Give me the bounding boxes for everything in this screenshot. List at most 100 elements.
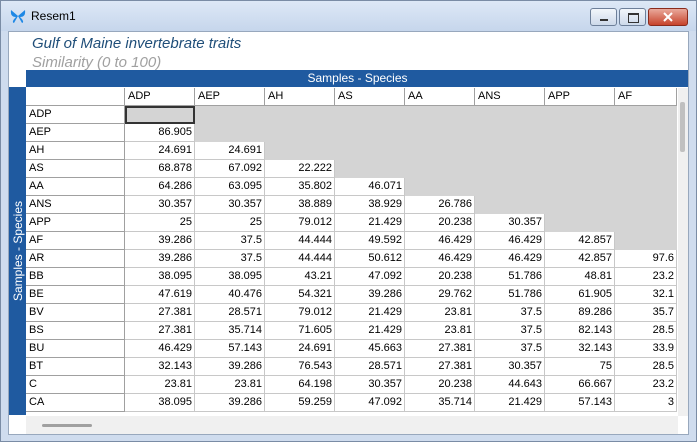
matrix-cell: 39.286 xyxy=(195,394,265,412)
row-header: BE xyxy=(26,286,125,304)
matrix-cell: 28.571 xyxy=(335,358,405,376)
selected-cell xyxy=(125,106,195,124)
matrix-cell: 24.691 xyxy=(195,142,265,160)
row-header: CA xyxy=(26,394,125,412)
document-pane: Gulf of Maine invertebrate traits Simila… xyxy=(8,31,689,435)
empty-cell xyxy=(615,196,677,214)
row-axis-label: Samples - Species xyxy=(10,200,25,302)
matrix-cell: 33.9 xyxy=(615,340,677,358)
title-bar: Resem1 xyxy=(1,1,696,31)
matrix-cell: 44.444 xyxy=(265,232,335,250)
matrix-cell: 32.1 xyxy=(615,286,677,304)
matrix-cell: 68.878 xyxy=(125,160,195,178)
matrix-cell: 28.5 xyxy=(615,322,677,340)
matrix-cell: 27.381 xyxy=(125,304,195,322)
matrix-cell: 23.81 xyxy=(125,376,195,394)
empty-cell xyxy=(475,196,545,214)
matrix-cell: 37.5 xyxy=(475,322,545,340)
matrix-cell: 30.357 xyxy=(195,196,265,214)
matrix-cell: 21.429 xyxy=(335,304,405,322)
matrix-cell: 20.238 xyxy=(405,268,475,286)
empty-cell xyxy=(545,106,615,124)
empty-cell xyxy=(405,142,475,160)
row-header: AH xyxy=(26,142,125,160)
matrix-cell: 26.786 xyxy=(405,196,475,214)
matrix-cell: 71.605 xyxy=(265,322,335,340)
horizontal-scrollbar[interactable] xyxy=(26,416,678,434)
matrix-cell: 82.143 xyxy=(545,322,615,340)
matrix-cell: 20.238 xyxy=(405,214,475,232)
matrix-cell: 35.714 xyxy=(195,322,265,340)
matrix-cell: 37.5 xyxy=(475,340,545,358)
matrix-cell: 30.357 xyxy=(335,376,405,394)
matrix-cell: 37.5 xyxy=(475,304,545,322)
matrix-cell: 38.095 xyxy=(125,394,195,412)
matrix-cell: 39.286 xyxy=(125,250,195,268)
matrix-cell: 42.857 xyxy=(545,232,615,250)
empty-cell xyxy=(335,160,405,178)
matrix-cell: 3 xyxy=(615,394,677,412)
matrix-cell: 23.2 xyxy=(615,268,677,286)
column-header: AF xyxy=(615,88,677,106)
minimize-button[interactable] xyxy=(590,8,617,26)
row-header: AF xyxy=(26,232,125,250)
matrix-cell: 54.321 xyxy=(265,286,335,304)
sheet-title: Gulf of Maine invertebrate traits xyxy=(32,35,242,52)
matrix-cell: 57.143 xyxy=(545,394,615,412)
matrix-cell: 23.81 xyxy=(405,322,475,340)
matrix-cell: 21.429 xyxy=(335,214,405,232)
matrix-cell: 37.5 xyxy=(195,232,265,250)
matrix-cell: 32.143 xyxy=(545,340,615,358)
matrix-cell: 45.663 xyxy=(335,340,405,358)
column-header: AH xyxy=(265,88,335,106)
matrix-cell: 30.357 xyxy=(475,214,545,232)
matrix-cell: 38.889 xyxy=(265,196,335,214)
empty-cell xyxy=(615,142,677,160)
row-header: ADP xyxy=(26,106,125,124)
matrix-cell: 66.667 xyxy=(545,376,615,394)
empty-cell xyxy=(335,142,405,160)
empty-cell xyxy=(265,124,335,142)
matrix-cell: 30.357 xyxy=(475,358,545,376)
matrix-cell: 39.286 xyxy=(335,286,405,304)
matrix-cell: 27.381 xyxy=(405,340,475,358)
app-icon xyxy=(10,10,26,23)
matrix-cell: 40.476 xyxy=(195,286,265,304)
matrix-cell: 79.012 xyxy=(265,214,335,232)
matrix-cell: 46.429 xyxy=(405,250,475,268)
matrix-cell: 64.198 xyxy=(265,376,335,394)
row-header: ANS xyxy=(26,196,125,214)
empty-cell xyxy=(195,106,265,124)
matrix-cell: 47.092 xyxy=(335,268,405,286)
matrix-cell: 39.286 xyxy=(125,232,195,250)
matrix-cell: 43.21 xyxy=(265,268,335,286)
matrix-cell: 42.857 xyxy=(545,250,615,268)
matrix-grid: ADP AEP AH AS AA ANS APP AF ADP AEP 86.905 AH 24.691… xyxy=(26,88,677,416)
row-header: BT xyxy=(26,358,125,376)
column-header: AS xyxy=(335,88,405,106)
matrix-cell: 38.095 xyxy=(195,268,265,286)
window-title: Resem1 xyxy=(31,9,76,23)
maximize-button[interactable] xyxy=(619,8,646,26)
matrix-cell: 27.381 xyxy=(125,322,195,340)
empty-cell xyxy=(615,106,677,124)
matrix-cell: 37.5 xyxy=(195,250,265,268)
matrix-cell: 50.612 xyxy=(335,250,405,268)
matrix-cell: 97.6 xyxy=(615,250,677,268)
empty-cell xyxy=(405,106,475,124)
row-axis-band: Samples - Species xyxy=(9,87,26,415)
row-header: BU xyxy=(26,340,125,358)
row-header: BB xyxy=(26,268,125,286)
empty-cell xyxy=(475,160,545,178)
matrix-cell: 21.429 xyxy=(335,322,405,340)
column-header: APP xyxy=(545,88,615,106)
empty-cell xyxy=(475,178,545,196)
empty-cell xyxy=(335,106,405,124)
matrix-cell: 24.691 xyxy=(265,340,335,358)
column-axis-label: Samples - Species xyxy=(26,70,688,87)
empty-cell xyxy=(615,160,677,178)
empty-cell xyxy=(265,106,335,124)
close-button[interactable] xyxy=(648,8,688,26)
vertical-scrollbar[interactable] xyxy=(678,88,688,416)
